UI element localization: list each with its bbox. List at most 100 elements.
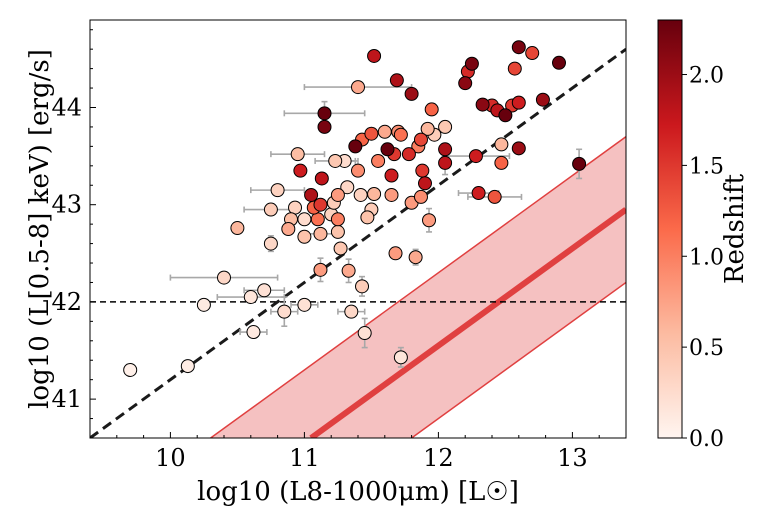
data-point xyxy=(333,241,348,256)
x-tick-label: 11 xyxy=(289,444,320,472)
data-point xyxy=(341,263,356,278)
data-point xyxy=(535,92,550,107)
data-point xyxy=(525,46,540,61)
data-point xyxy=(367,187,382,202)
colorbar-tick-label: 1.0 xyxy=(689,245,724,270)
data-point xyxy=(415,163,430,178)
data-point xyxy=(281,222,296,236)
colorbar-label: Redshift xyxy=(720,173,750,284)
data-point xyxy=(468,149,483,164)
data-point xyxy=(507,61,522,76)
data-point xyxy=(317,106,332,121)
data-point xyxy=(330,212,345,227)
relation-band-upper-line xyxy=(210,136,626,438)
data-point xyxy=(384,187,399,202)
data-point xyxy=(371,153,386,168)
data-point xyxy=(217,270,231,285)
data-point xyxy=(270,183,285,198)
data-point xyxy=(498,108,513,123)
data-point xyxy=(413,189,428,204)
data-point xyxy=(243,290,258,305)
y-tick-label: 41 xyxy=(51,385,82,413)
x-tick-label: 12 xyxy=(423,444,454,472)
data-point xyxy=(377,124,392,139)
y-tick-label: 43 xyxy=(51,191,82,219)
x-axis-label: log10 (L8-1000μm) [L☉] xyxy=(197,477,519,507)
data-point xyxy=(288,200,303,215)
data-point xyxy=(293,163,308,178)
data-point xyxy=(353,187,368,202)
data-point xyxy=(123,362,138,377)
data-point xyxy=(384,168,399,183)
data-point xyxy=(263,202,278,217)
data-point xyxy=(494,137,509,152)
data-point xyxy=(408,250,423,265)
data-point xyxy=(313,197,328,212)
data-point xyxy=(418,176,432,191)
data-point xyxy=(297,297,312,312)
colorbar-ticks: 0.0 0.5 1.0 1.5 2.0 xyxy=(682,64,724,452)
data-point xyxy=(380,142,395,157)
data-point xyxy=(351,163,365,178)
data-point xyxy=(351,80,365,95)
colorbar-tick-label: 2.0 xyxy=(689,64,724,89)
data-point xyxy=(263,236,278,251)
data-point xyxy=(180,359,195,374)
data-point xyxy=(393,127,408,142)
data-point xyxy=(277,304,292,319)
data-point xyxy=(404,86,419,101)
data-point xyxy=(511,40,526,55)
colorbar-tick-label: 0.0 xyxy=(689,427,724,452)
data-point xyxy=(330,224,345,239)
data-point xyxy=(330,187,345,202)
x-tick-label: 13 xyxy=(557,444,588,472)
data-point xyxy=(424,102,439,117)
data-point xyxy=(438,155,453,170)
y-axis-label: log10 (L[0.5-8] keV) [erg/s] xyxy=(25,49,55,409)
colorbar xyxy=(657,19,683,439)
data-point xyxy=(328,153,343,168)
data-point xyxy=(297,229,312,244)
data-point xyxy=(230,221,245,236)
data-point xyxy=(357,326,372,341)
data-point xyxy=(388,246,403,261)
colorbar-tick-label: 0.5 xyxy=(689,336,724,361)
data-point xyxy=(313,262,328,277)
relation-band-lower-line xyxy=(411,281,626,438)
relation-center-line xyxy=(309,207,626,438)
data-point xyxy=(257,283,272,298)
data-point xyxy=(572,156,587,171)
data-point xyxy=(317,119,332,134)
data-point xyxy=(438,119,453,134)
data-point xyxy=(487,189,502,204)
data-point xyxy=(196,297,211,312)
data-point xyxy=(475,97,490,112)
data-point xyxy=(389,73,404,88)
data-point xyxy=(314,171,329,186)
y-tick-label: 42 xyxy=(51,288,82,316)
data-point xyxy=(552,55,566,70)
data-point xyxy=(367,48,382,63)
data-point xyxy=(313,226,328,241)
x-axis-ticks: 10 11 12 13 xyxy=(89,432,627,472)
y-axis-ticks: 41 42 43 44 xyxy=(51,29,96,439)
x-tick-label: 10 xyxy=(155,444,186,472)
data-point xyxy=(511,141,526,156)
data-point xyxy=(511,95,526,110)
data-point xyxy=(340,180,355,195)
data-point xyxy=(458,76,473,91)
data-point xyxy=(364,126,379,141)
data-point xyxy=(344,304,359,319)
data-point xyxy=(438,142,453,157)
data-point xyxy=(401,147,416,162)
data-point xyxy=(348,139,363,154)
data-point xyxy=(360,210,375,225)
data-points xyxy=(123,40,587,377)
colorbar-tick-label: 1.5 xyxy=(689,154,724,179)
data-point xyxy=(393,350,408,365)
data-point xyxy=(355,279,370,294)
data-point xyxy=(494,155,509,170)
diagonal-dashed-line xyxy=(90,47,626,438)
data-point xyxy=(246,325,261,340)
